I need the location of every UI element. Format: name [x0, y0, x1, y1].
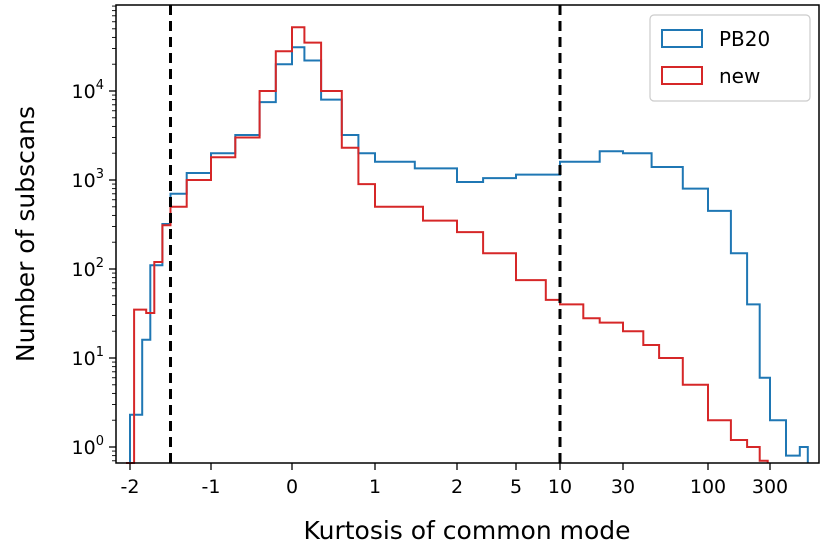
y-tick-label: 102: [72, 256, 104, 281]
x-tick-label: 0: [286, 476, 298, 498]
legend-swatch-new: [661, 66, 703, 85]
legend-box: [649, 14, 811, 102]
x-tick-label: 100: [690, 476, 726, 498]
y-tick-label: 101: [72, 345, 104, 370]
legend-label-pb20: PB20: [719, 27, 770, 51]
legend-swatch-pb20: [661, 29, 703, 48]
vertical-reference-lines: [169, 5, 562, 463]
x-axis-label: Kurtosis of common mode: [303, 516, 630, 545]
x-tick-label: 1: [369, 476, 381, 498]
x-tick-label: 30: [611, 476, 635, 498]
x-tick-label: 10: [548, 476, 572, 498]
x-tick-label: -2: [121, 476, 140, 498]
plot-frame: [115, 4, 820, 464]
y-axis-ticks: 100 101 102 103 104: [72, 5, 116, 462]
y-tick-label: 103: [72, 167, 104, 192]
legend: PB20 new: [649, 14, 811, 102]
x-tick-label: -1: [202, 476, 221, 498]
y-tick-label: 100: [72, 434, 104, 459]
x-axis-ticks: -2 -1 0 1 2 5 10 30 100 300: [121, 463, 788, 498]
x-tick-label: 300: [752, 476, 788, 498]
plot-series: [126, 26, 809, 464]
series-line-new: [126, 26, 769, 464]
legend-label-new: new: [719, 64, 760, 88]
x-tick-label: 5: [510, 476, 522, 498]
y-axis-label: Number of subscans: [11, 106, 40, 362]
series-line-pb20: [129, 46, 809, 463]
y-tick-label: 104: [72, 78, 104, 103]
x-tick-label: 2: [451, 476, 463, 498]
